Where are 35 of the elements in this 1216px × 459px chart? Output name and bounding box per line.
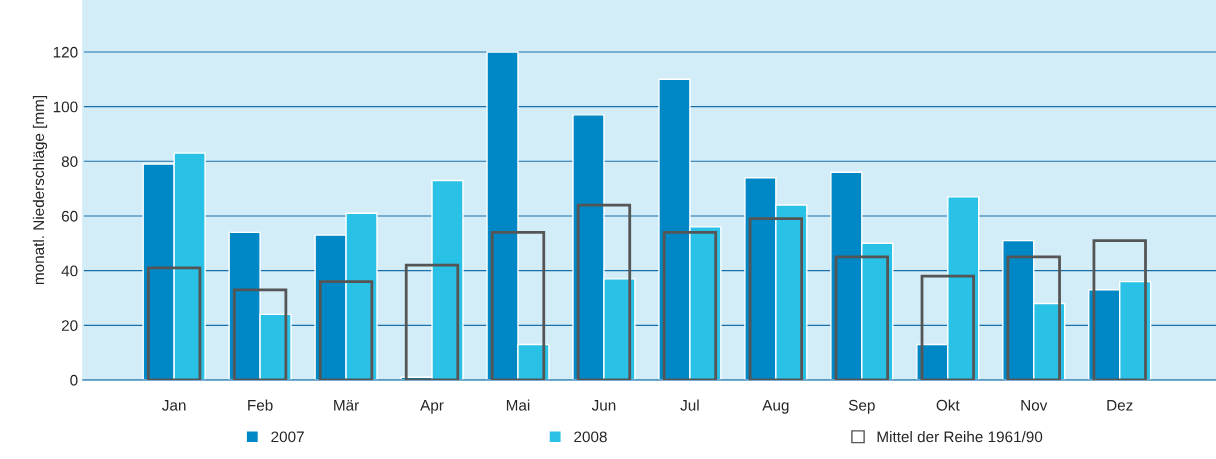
- x-tick-label: Okt: [936, 399, 960, 411]
- y-tick-label: 60: [61, 210, 78, 222]
- x-tick-label: Sep: [848, 399, 875, 414]
- legend-label: Mittel der Reihe 1961/90: [877, 431, 1043, 443]
- bar: [748, 217, 804, 380]
- bar: [662, 230, 718, 380]
- x-tick-label: Jan: [162, 400, 186, 411]
- legend-label: 2008: [574, 431, 607, 443]
- x-tick-label: Feb: [248, 399, 273, 411]
- x-tick-label: Mai: [506, 399, 530, 411]
- y-tick-label: 40: [61, 265, 78, 277]
- bar: [318, 280, 374, 380]
- x-tick-label: Jun: [591, 400, 616, 411]
- x-tick-label: Aug: [762, 400, 789, 414]
- bar: [1092, 239, 1147, 380]
- bar: [232, 288, 288, 380]
- bar: [920, 274, 975, 380]
- bar: [576, 203, 632, 380]
- y-tick-label: 120: [53, 46, 78, 58]
- x-tick-label: Dez: [1107, 400, 1133, 411]
- y-axis-title: monatl. Niederschläge [mm]: [32, 95, 48, 285]
- bar: [1006, 255, 1061, 380]
- bar: [146, 266, 202, 380]
- bar: [834, 255, 890, 380]
- y-tick-label: 80: [61, 156, 78, 167]
- y-tick-label: 0: [70, 374, 78, 386]
- bar: [404, 263, 460, 380]
- y-tick-label: 100: [53, 101, 78, 113]
- x-tick-label: Nov: [1021, 400, 1048, 411]
- bar: [490, 230, 546, 380]
- x-tick-label: Mär: [334, 400, 359, 411]
- x-tick-label: Jul: [680, 399, 699, 411]
- y-tick-label: 20: [61, 320, 78, 332]
- legend-label: 2007: [271, 431, 304, 443]
- x-tick-label: Apr: [420, 400, 444, 414]
